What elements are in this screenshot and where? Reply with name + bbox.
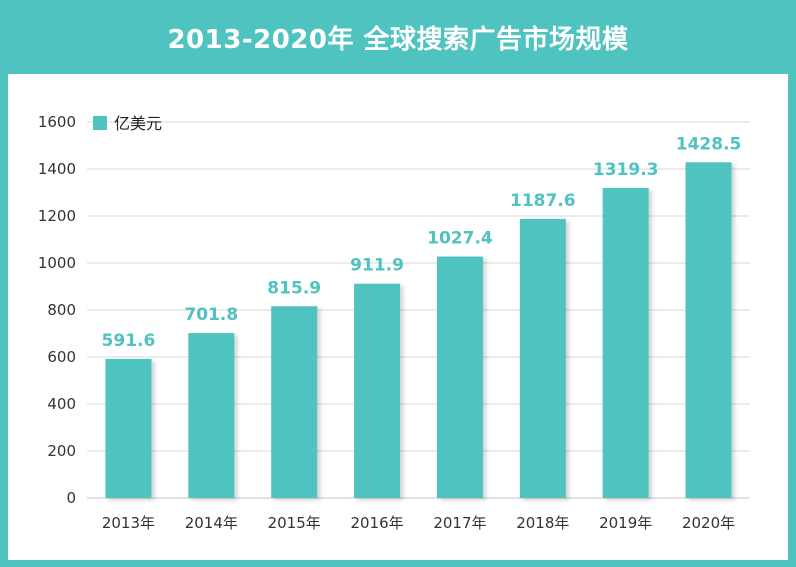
y-tick-label: 0 <box>66 489 76 507</box>
y-tick-label: 600 <box>47 348 76 366</box>
data-label: 815.9 <box>267 278 321 298</box>
bar <box>436 256 483 498</box>
y-tick-label: 1400 <box>38 160 76 178</box>
x-tick-label: 2016年 <box>350 514 403 532</box>
data-label: 1027.4 <box>427 229 493 249</box>
x-tick-label: 2015年 <box>268 514 321 532</box>
x-tick-label: 2017年 <box>433 514 486 532</box>
bar <box>519 218 566 498</box>
y-tick-label: 800 <box>47 301 76 319</box>
legend-swatch <box>93 116 107 130</box>
y-axis-ticks: 0 200 400 600 800 1000 1200 1400 1600 <box>38 113 76 507</box>
bar <box>271 306 318 498</box>
data-label: 1187.6 <box>510 191 576 211</box>
bar <box>188 333 235 498</box>
legend: 亿美元 <box>93 114 162 133</box>
page-title: 2013-2020年 全球搜索广告市场规模 <box>167 25 629 55</box>
y-tick-label: 400 <box>47 395 76 413</box>
x-tick-label: 2020年 <box>682 514 735 532</box>
y-tick-label: 1200 <box>38 207 76 225</box>
bar <box>602 187 649 499</box>
legend-label: 亿美元 <box>114 114 162 133</box>
data-label: 1319.3 <box>593 160 659 180</box>
x-tick-label: 2013年 <box>102 514 155 532</box>
data-label: 1428.5 <box>676 134 742 154</box>
data-label: 911.9 <box>350 256 404 276</box>
x-axis-ticks: 2013年 2014年 2015年 2016年 2017年 2018年 2019年 2020年 <box>102 514 735 532</box>
data-labels: 591.6 701.8 815.9 911.9 1027.4 1187.6 1319.3 14… <box>102 134 742 351</box>
bar <box>105 358 152 498</box>
y-tick-label: 1000 <box>38 254 76 272</box>
x-tick-label: 2019年 <box>599 514 652 532</box>
x-tick-label: 2014年 <box>185 514 238 532</box>
y-tick-label: 1600 <box>38 113 76 131</box>
bar <box>354 283 401 498</box>
bars <box>105 162 732 499</box>
data-label: 701.8 <box>184 305 238 325</box>
x-tick-label: 2018年 <box>516 514 569 532</box>
bar <box>685 162 732 499</box>
y-tick-label: 200 <box>47 442 76 460</box>
data-label: 591.6 <box>102 331 156 351</box>
